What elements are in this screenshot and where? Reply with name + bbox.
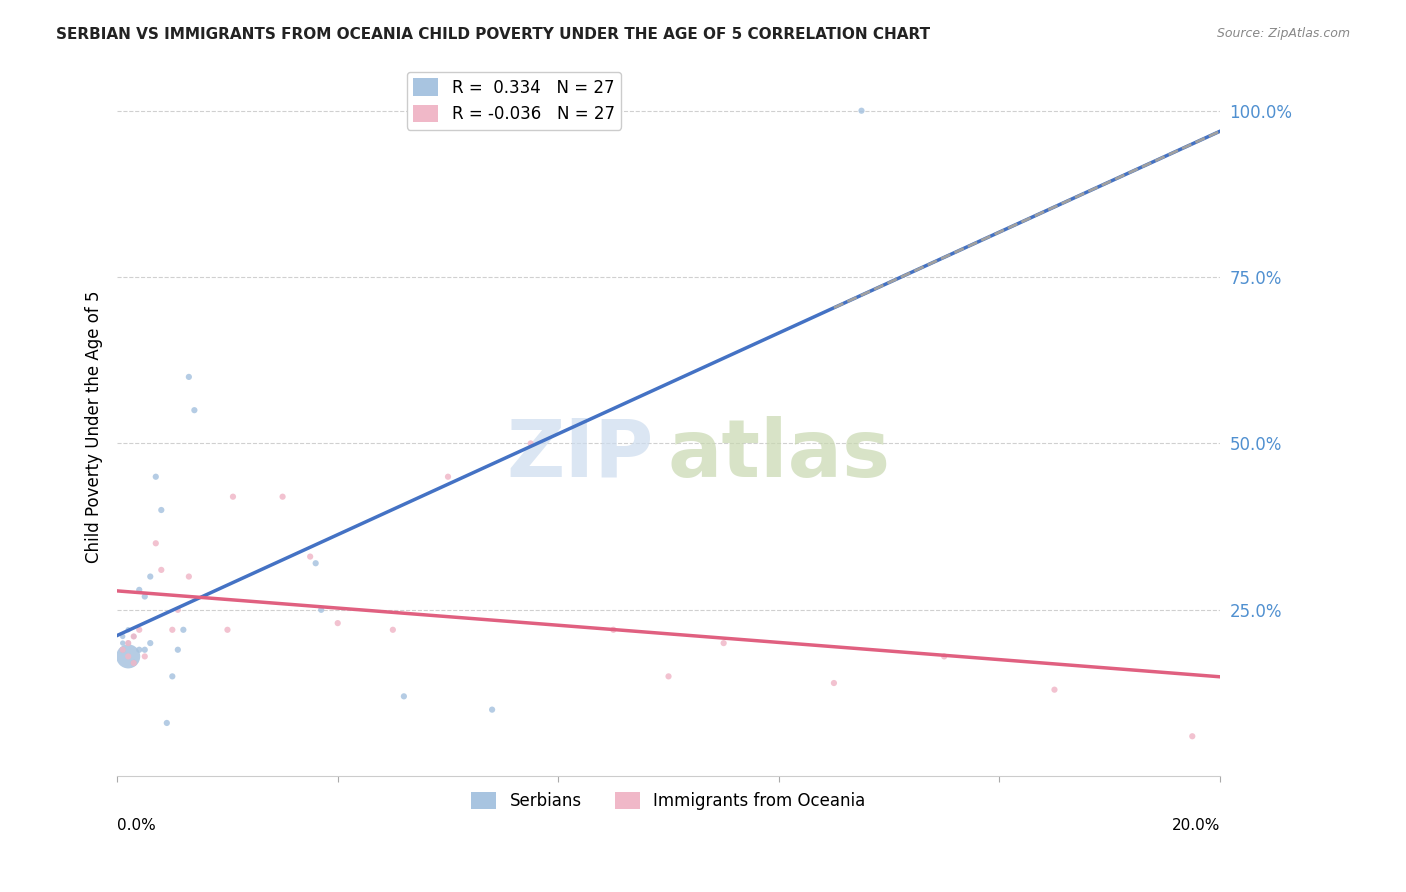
Text: atlas: atlas (668, 416, 890, 494)
Point (162, 623, 184, 637)
Point (111, 642, 134, 657)
Point (111, 636, 134, 650)
Point (851, 103, 873, 118)
Point (139, 636, 162, 650)
Text: ZIP: ZIP (506, 416, 654, 494)
Point (1181, 729, 1204, 743)
Point (437, 469, 460, 483)
Point (392, 690, 415, 704)
Text: 20.0%: 20.0% (1171, 818, 1220, 833)
Point (150, 563, 173, 577)
Point (309, 603, 332, 617)
Point (122, 656, 145, 670)
Text: Source: ZipAtlas.com: Source: ZipAtlas.com (1216, 27, 1350, 40)
Point (934, 649, 956, 664)
Point (381, 623, 404, 637)
Point (128, 623, 150, 637)
Point (271, 490, 294, 504)
Point (122, 629, 145, 643)
Point (117, 649, 139, 664)
Point (519, 436, 541, 450)
Point (128, 582, 150, 597)
Point (183, 403, 205, 417)
Point (166, 642, 188, 657)
Point (117, 623, 139, 637)
Point (122, 629, 145, 643)
Point (117, 636, 139, 650)
Point (128, 642, 150, 657)
Point (326, 616, 349, 631)
Point (713, 636, 735, 650)
Point (139, 569, 162, 583)
Point (823, 676, 845, 690)
Point (162, 669, 184, 683)
Point (217, 623, 239, 637)
Point (117, 636, 139, 650)
Point (177, 370, 200, 384)
Y-axis label: Child Poverty Under the Age of 5: Child Poverty Under the Age of 5 (86, 291, 103, 563)
Point (134, 590, 156, 604)
Legend: Serbians, Immigrants from Oceania: Serbians, Immigrants from Oceania (464, 785, 872, 817)
Point (602, 623, 624, 637)
Point (177, 569, 200, 583)
Point (657, 669, 679, 683)
Point (156, 715, 179, 730)
Point (222, 490, 245, 504)
Point (1043, 682, 1066, 697)
Point (122, 656, 145, 670)
Point (111, 642, 134, 657)
Point (481, 703, 503, 717)
Text: 0.0%: 0.0% (117, 818, 156, 833)
Point (134, 642, 156, 657)
Point (134, 649, 156, 664)
Point (111, 629, 134, 643)
Point (305, 556, 328, 570)
Point (150, 503, 173, 517)
Point (145, 536, 167, 550)
Point (117, 649, 139, 664)
Point (166, 603, 188, 617)
Text: SERBIAN VS IMMIGRANTS FROM OCEANIA CHILD POVERTY UNDER THE AGE OF 5 CORRELATION : SERBIAN VS IMMIGRANTS FROM OCEANIA CHILD… (56, 27, 931, 42)
Point (299, 549, 322, 564)
Point (172, 623, 194, 637)
Point (145, 469, 167, 483)
